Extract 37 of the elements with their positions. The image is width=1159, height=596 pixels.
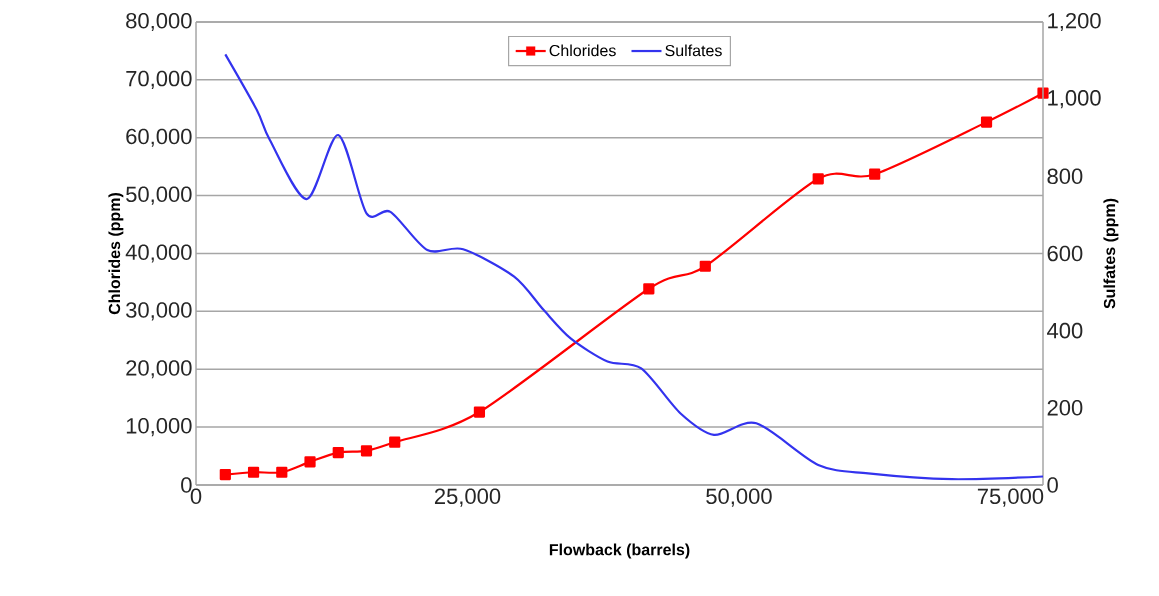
- point: [389, 436, 401, 448]
- point: [332, 446, 344, 459]
- point: [473, 406, 486, 418]
- y2-tick-label: 600: [1047, 245, 1083, 262]
- x-tick-label: 25,000: [434, 488, 501, 507]
- point: [869, 168, 881, 180]
- y-tick-label: 0: [181, 477, 192, 493]
- point: [247, 466, 260, 478]
- point: [360, 445, 373, 457]
- x-tick-label: 75,000: [977, 488, 1044, 507]
- y-tick-label: 70,000: [126, 70, 192, 89]
- y2-tick-label: 0: [1047, 477, 1058, 493]
- point: [643, 283, 655, 295]
- y-tick-label: 20,000: [126, 360, 192, 379]
- y-tick-label: 30,000: [126, 302, 192, 321]
- y-tick-label: 80,000: [126, 12, 192, 32]
- point: [304, 456, 316, 468]
- y2-tick-label: 1,000: [1048, 90, 1101, 109]
- point: [219, 468, 231, 481]
- point: [276, 466, 288, 478]
- y-tick-label: 50,000: [126, 186, 192, 205]
- legend-label: Chlorides: [549, 44, 616, 57]
- point: [699, 260, 711, 272]
- y-tick-label: 10,000: [126, 418, 192, 437]
- point: [980, 116, 993, 128]
- y2-tick-label: 800: [1047, 168, 1083, 185]
- y2-tick-label: 200: [1047, 400, 1083, 416]
- x-axis-title: Flowback (barrels): [549, 543, 690, 559]
- legend-label: Sulfates: [665, 44, 722, 57]
- y2-tick-label: 400: [1047, 322, 1083, 339]
- y-tick-label: 60,000: [126, 128, 192, 147]
- y-axis-title: Chlorides (ppm): [108, 192, 124, 315]
- y-tick-label: 40,000: [125, 244, 192, 263]
- y2-tick-label: 1,200: [1048, 12, 1101, 32]
- point: [812, 173, 824, 185]
- x-tick-label: 50,000: [706, 488, 772, 507]
- y2-axis-title: Sulfates (ppm): [1103, 198, 1119, 309]
